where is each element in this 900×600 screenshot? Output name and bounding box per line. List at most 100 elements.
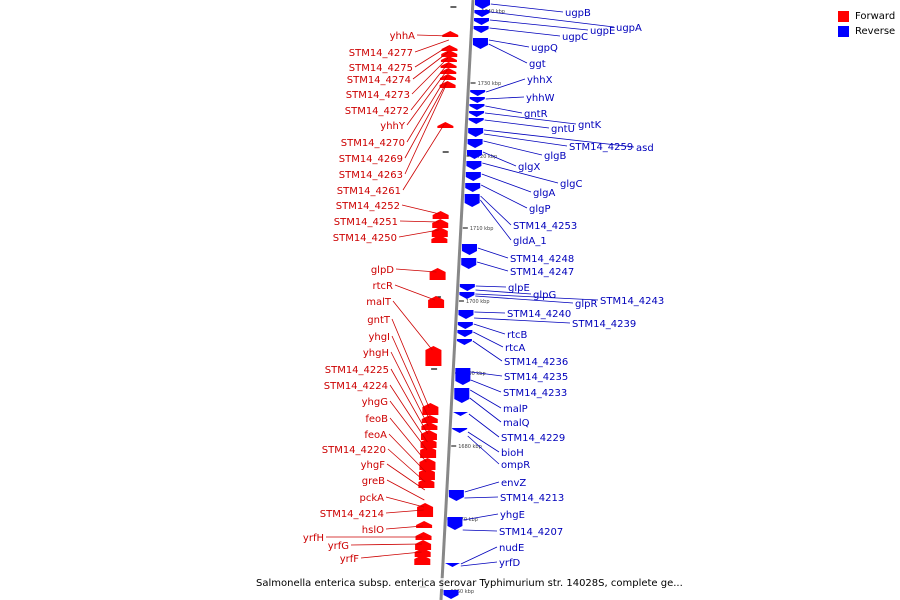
forward-gene-label-stm14-4220: STM14_4220 <box>322 445 386 456</box>
reverse-leader-line <box>475 295 574 304</box>
forward-leader-line <box>412 51 449 80</box>
reverse-gene-feature <box>467 139 483 148</box>
reverse-leader-line <box>482 162 559 184</box>
reverse-gene-label-ompr: ompR <box>501 460 530 471</box>
reverse-leader-line <box>484 119 550 129</box>
reverse-leader-line <box>464 496 499 499</box>
forward-gene-label-greb: greB <box>362 476 385 487</box>
reverse-leader-line <box>489 19 589 31</box>
reverse-gene-feature <box>457 330 473 337</box>
forward-gene-label-yhhy: yhhY <box>380 121 406 132</box>
reverse-leader-line <box>475 285 507 288</box>
reverse-gene-label-stm14-4213: STM14_4213 <box>500 493 564 504</box>
forward-leader-line <box>388 433 427 473</box>
forward-leader-line <box>390 368 429 435</box>
forward-leader-line <box>392 300 433 351</box>
reverse-gene-feature <box>454 388 470 403</box>
forward-gene-label-gntt: gntT <box>367 315 391 326</box>
reverse-leader-line <box>473 323 506 335</box>
forward-gene-feature <box>421 415 438 423</box>
reverse-gene-label-glga: glgA <box>533 188 555 199</box>
forward-gene-label-stm14-4225: STM14_4225 <box>325 365 389 376</box>
legend-item-reverse: Reverse <box>838 24 895 39</box>
reverse-gene-feature <box>472 38 488 49</box>
forward-gene-feature <box>418 468 435 480</box>
reverse-gene-label-stm14-4207: STM14_4207 <box>499 527 563 538</box>
scale-tick-label: 1710 kbp <box>470 226 494 232</box>
reverse-leader-line <box>488 43 528 64</box>
forward-gene-feature <box>440 68 457 74</box>
reverse-gene-label-rtca: rtcA <box>505 343 526 354</box>
forward-leader-line <box>411 57 449 95</box>
reverse-gene-label-asd: asd <box>636 143 654 154</box>
reverse-leader-line <box>483 140 543 156</box>
reverse-gene-label-stm14-4243: STM14_4243 <box>600 296 664 307</box>
forward-gene-label-yhgi: yhgI <box>368 332 390 343</box>
forward-gene-label-yrfh: yrfH <box>303 533 324 544</box>
reverse-leader-line <box>484 112 577 125</box>
legend: Forward Reverse <box>838 9 895 39</box>
forward-gene-feature <box>441 45 458 51</box>
forward-gene-feature <box>414 555 431 565</box>
forward-swatch <box>838 11 849 22</box>
reverse-gene-label-yhhx: yhhX <box>527 75 553 86</box>
forward-leader-line <box>404 81 447 159</box>
reverse-gene-feature <box>474 10 490 17</box>
reverse-gene-feature <box>467 150 482 159</box>
reverse-gene-label-stm14-4235: STM14_4235 <box>504 372 568 383</box>
reverse-features <box>443 0 490 599</box>
reverse-gene-label-ugpq: ugpQ <box>531 43 558 54</box>
forward-gene-feature <box>418 478 435 488</box>
reverse-leader-line <box>464 481 500 493</box>
reverse-gene-feature <box>470 90 486 96</box>
forward-leader-line <box>386 479 425 501</box>
reverse-gene-label-stm14-4239: STM14_4239 <box>572 319 636 330</box>
forward-leader-line <box>414 39 450 53</box>
forward-gene-feature <box>420 430 437 440</box>
forward-gene-feature <box>431 227 448 237</box>
reverse-gene-label-stm14-4240: STM14_4240 <box>507 309 571 320</box>
forward-gene-feature <box>420 446 437 458</box>
reverse-leader-line <box>470 379 502 393</box>
forward-leader-line <box>416 34 450 37</box>
forward-leader-line <box>385 496 425 508</box>
forward-leader-line <box>395 268 437 273</box>
reverse-leader-line <box>482 151 517 167</box>
legend-item-forward: Forward <box>838 9 895 24</box>
forward-leader-line <box>390 351 429 427</box>
forward-leader-line <box>391 318 430 409</box>
forward-gene-feature <box>419 458 436 470</box>
forward-gene-label-stm14-4272: STM14_4272 <box>345 106 409 117</box>
reverse-leader-line <box>481 173 532 193</box>
scale-tick-label: 1660 kbp <box>450 589 474 595</box>
reverse-gene-label-stm14-4236: STM14_4236 <box>504 357 568 368</box>
forward-gene-feature <box>415 532 432 540</box>
reverse-leader-line <box>460 561 498 567</box>
forward-gene-label-stm14-4214: STM14_4214 <box>320 509 384 520</box>
reverse-gene-label-bioh: bioH <box>501 448 524 459</box>
forward-leader-line <box>402 123 445 191</box>
reverse-leader-line <box>485 78 526 93</box>
reverse-gene-label-glda-1: gldA_1 <box>513 236 547 247</box>
forward-gene-feature <box>439 81 456 88</box>
forward-gene-feature <box>431 235 448 243</box>
forward-leader-line <box>350 543 422 546</box>
reverse-leader-line <box>469 389 502 409</box>
reverse-leader-line <box>490 11 615 28</box>
scale-tick-label: 1720 kbp <box>474 154 498 160</box>
reverse-gene-label-glgx: glgX <box>518 162 540 173</box>
reverse-gene-feature <box>448 490 464 501</box>
reverse-gene-label-yhge: yhgE <box>500 510 525 521</box>
forward-leader-line <box>399 220 440 223</box>
forward-gene-label-hslo: hslO <box>362 525 384 536</box>
scale-tick-label: 1680 kbp <box>458 444 482 450</box>
reverse-gene-label-nude: nudE <box>499 543 524 554</box>
forward-leader-line <box>401 204 440 215</box>
reverse-gene-label-stm14-4229: STM14_4229 <box>501 433 565 444</box>
forward-gene-label-yhgh: yhgH <box>363 348 389 359</box>
forward-gene-label-stm14-4274: STM14_4274 <box>347 75 411 86</box>
reverse-gene-label-ugpc: ugpC <box>562 32 588 43</box>
forward-gene-feature <box>415 540 432 550</box>
forward-gene-feature <box>416 521 433 528</box>
reverse-gene-label-malq: malQ <box>503 418 530 429</box>
